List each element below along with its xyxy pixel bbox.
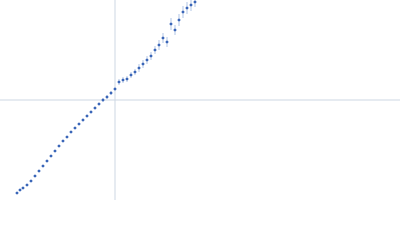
- data-point: [165, 40, 169, 44]
- data-point: [101, 98, 105, 102]
- data-point: [109, 91, 113, 95]
- data-point: [81, 118, 85, 122]
- data-point: [97, 102, 101, 106]
- data-point: [37, 169, 41, 173]
- data-point: [85, 114, 89, 118]
- data-point: [105, 95, 109, 99]
- data-point: [193, 0, 197, 4]
- data-point: [93, 106, 97, 110]
- data-point: [129, 73, 133, 77]
- data-point: [169, 22, 173, 26]
- data-point: [21, 186, 25, 190]
- data-point: [125, 77, 129, 81]
- data-point: [117, 80, 121, 84]
- data-point: [45, 159, 49, 163]
- data-point: [153, 48, 157, 52]
- data-point: [141, 62, 145, 66]
- data-point: [145, 58, 149, 62]
- data-point: [149, 54, 153, 58]
- data-point: [161, 36, 165, 40]
- data-point: [77, 122, 81, 126]
- data-point: [25, 183, 29, 187]
- data-point: [57, 144, 61, 148]
- page: {"chart_data": {"type": "scatter", "x": …: [0, 0, 400, 200]
- data-point: [173, 28, 177, 32]
- data-point: [181, 10, 185, 14]
- data-point: [157, 43, 161, 47]
- data-point: [185, 6, 189, 10]
- data-point: [69, 130, 73, 134]
- data-point: [113, 87, 117, 91]
- data-point: [73, 126, 77, 130]
- data-point: [33, 174, 37, 178]
- data-point: [177, 18, 181, 22]
- data-point: [15, 191, 19, 195]
- data-point: [41, 164, 45, 168]
- data-point: [121, 78, 125, 82]
- chart: [0, 0, 400, 200]
- data-point: [53, 149, 57, 153]
- data-point: [189, 3, 193, 7]
- data-point: [133, 70, 137, 74]
- data-point: [29, 179, 33, 183]
- data-point: [137, 66, 141, 70]
- data-point: [65, 135, 69, 139]
- data-point: [61, 139, 65, 143]
- data-point: [89, 110, 93, 114]
- data-point: [49, 154, 53, 158]
- data-point: [18, 188, 22, 192]
